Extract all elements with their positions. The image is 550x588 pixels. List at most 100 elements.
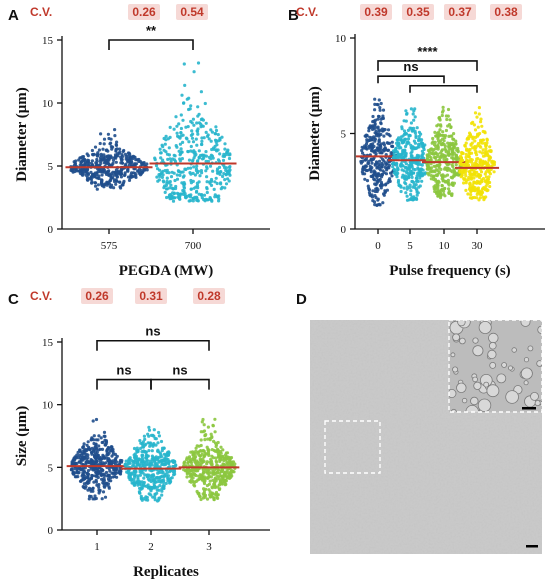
data-point [471, 163, 475, 167]
data-point [187, 140, 191, 144]
data-point [152, 484, 157, 488]
data-point [440, 149, 444, 153]
panel-c-plot: 0 5 10 15 1 2 3 Size (μm) Replicates ns ns ns [14, 324, 270, 580]
data-point [475, 192, 479, 196]
data-point [406, 137, 411, 141]
x-axis-title: Replicates [133, 564, 199, 580]
data-point [159, 156, 163, 160]
data-point [91, 152, 95, 157]
data-point [472, 195, 477, 200]
data-point [421, 172, 425, 176]
data-point [157, 496, 161, 500]
data-point [101, 468, 105, 472]
data-point [102, 142, 106, 146]
data-point [120, 158, 124, 162]
data-point [191, 453, 195, 457]
data-point [100, 440, 104, 445]
y-tick-label: 5 [48, 462, 54, 474]
data-point [480, 141, 484, 145]
data-point [213, 180, 217, 184]
data-point [203, 451, 207, 456]
data-point [370, 174, 374, 179]
data-point [95, 159, 99, 163]
data-point [192, 483, 196, 487]
data-point [113, 128, 117, 132]
data-point [479, 117, 483, 121]
data-point [487, 175, 491, 179]
data-point [376, 117, 380, 121]
y-axis-title: Size (μm) [14, 406, 30, 467]
scatter-series [123, 425, 178, 503]
data-point [485, 151, 489, 155]
data-point [137, 159, 141, 164]
data-point [366, 161, 370, 165]
data-point [171, 187, 175, 191]
data-point [106, 170, 110, 174]
data-point [104, 161, 108, 166]
data-point [193, 154, 197, 158]
data-point [177, 149, 181, 153]
data-point [367, 138, 371, 143]
data-point [94, 184, 98, 188]
data-point [378, 106, 382, 110]
scatter-series [69, 128, 149, 191]
data-point [418, 162, 422, 166]
data-point [93, 467, 97, 471]
data-point [415, 174, 419, 178]
data-point [132, 459, 137, 463]
data-point [178, 159, 182, 163]
data-point [193, 456, 197, 460]
data-point [178, 173, 182, 177]
data-point [164, 163, 168, 167]
data-point [184, 125, 188, 129]
data-point [373, 102, 377, 106]
data-point [383, 165, 387, 169]
data-point [189, 187, 193, 191]
data-point [186, 166, 190, 170]
data-point [106, 482, 110, 486]
data-point [476, 142, 480, 146]
data-point [158, 168, 162, 172]
data-point [181, 170, 185, 174]
data-point [199, 90, 203, 94]
data-point [160, 449, 164, 453]
data-point [103, 182, 107, 186]
data-point [222, 152, 226, 156]
data-point [138, 473, 142, 477]
data-point [416, 191, 420, 195]
data-point [376, 178, 380, 183]
data-point [98, 141, 102, 146]
x-axis-title: PEGDA (MW) [119, 263, 214, 279]
cv-value-bg [176, 4, 208, 20]
data-point [453, 146, 457, 150]
data-point [226, 177, 230, 181]
data-point [223, 142, 227, 146]
data-point [151, 479, 155, 483]
data-point [144, 453, 149, 457]
data-point [361, 151, 365, 155]
data-point [370, 195, 375, 199]
data-point [373, 97, 377, 101]
data-point [386, 148, 391, 152]
data-point [180, 150, 184, 154]
data-point [186, 467, 190, 471]
data-point [433, 189, 437, 194]
data-point [142, 161, 146, 165]
data-point [119, 186, 123, 190]
data-point [161, 179, 165, 183]
data-point [477, 106, 481, 110]
data-point [376, 197, 380, 201]
data-point [182, 101, 186, 105]
data-point [173, 154, 177, 158]
scatter-series [181, 417, 237, 502]
data-point [106, 149, 110, 153]
data-point [197, 180, 201, 184]
data-point [409, 189, 413, 193]
data-point [396, 166, 400, 170]
data-point [196, 169, 200, 173]
data-point [196, 61, 201, 65]
data-point [156, 480, 160, 484]
droplet [470, 396, 479, 406]
data-point [127, 476, 131, 480]
data-point [205, 187, 209, 191]
